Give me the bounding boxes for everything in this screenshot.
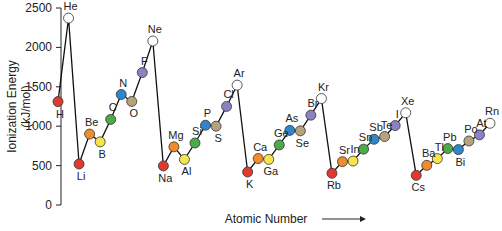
point-label: Be: [85, 116, 98, 128]
point-label: Ar: [234, 67, 245, 79]
point-label: Br: [307, 97, 318, 109]
point: [116, 90, 126, 100]
point-label: H: [56, 108, 64, 120]
y-axis: [61, 8, 62, 205]
point-label: Te: [381, 119, 393, 131]
point: [422, 160, 432, 170]
point: [158, 161, 168, 171]
point-label: Li: [77, 170, 86, 182]
point: [337, 157, 347, 167]
point: [222, 101, 232, 111]
point: [295, 126, 305, 136]
point-label: Ne: [148, 23, 162, 35]
point: [306, 110, 316, 120]
point-label: C: [109, 101, 117, 113]
y-tick: [56, 47, 61, 48]
point-label: B: [98, 148, 105, 160]
point-label: Pb: [443, 131, 456, 143]
point-label: He: [64, 0, 78, 12]
point: [53, 97, 63, 107]
point: [253, 154, 263, 164]
point-label: Rb: [327, 179, 341, 191]
point-label: Ca: [253, 141, 268, 153]
point: [106, 114, 116, 124]
point-label: At: [476, 117, 486, 129]
point: [401, 108, 411, 118]
point: [64, 13, 74, 23]
point: [179, 154, 189, 164]
point-label: Al: [182, 165, 192, 177]
point-label: Rn: [485, 105, 499, 117]
point: [74, 159, 84, 169]
point: [95, 137, 105, 147]
point: [243, 167, 253, 177]
point: [274, 140, 284, 150]
point: [453, 145, 463, 155]
point: [190, 138, 200, 148]
point-label: Mg: [168, 129, 183, 141]
point-label: Cs: [412, 181, 426, 193]
y-tick: [56, 205, 61, 206]
point-label: Cl: [223, 88, 233, 100]
point: [85, 129, 95, 139]
point-label: As: [285, 112, 298, 124]
y-axis-label-line: Ionization Energy: [5, 60, 19, 153]
y-tick: [56, 165, 61, 166]
y-tick: [56, 8, 61, 9]
x-arrow: [322, 219, 360, 220]
point-label: N: [119, 77, 127, 89]
point: [327, 168, 337, 178]
point: [348, 156, 358, 166]
point-label: P: [204, 107, 211, 119]
point-label: S: [214, 132, 221, 144]
point: [137, 68, 147, 78]
point-label: Xe: [401, 95, 414, 107]
point-label: Na: [158, 172, 173, 184]
y-tick-label: 2500: [25, 1, 52, 15]
plot-marks: [53, 13, 495, 180]
point: [359, 144, 369, 154]
point-label: Kr: [318, 81, 329, 93]
chart: 05001000150020002500Ionization Energy(kJ…: [0, 0, 502, 231]
y-tick-label: 0: [45, 198, 52, 212]
y-axis-label-line: (kJ/mol): [19, 85, 33, 128]
point: [201, 120, 211, 130]
point-label: I: [396, 108, 399, 120]
point-label: In: [350, 143, 359, 155]
y-axis-label: Ionization Energy(kJ/mol): [5, 60, 33, 153]
x-axis-label: Atomic Number: [225, 212, 308, 226]
y-tick-label: 2000: [25, 40, 52, 54]
y-tick: [56, 126, 61, 127]
point-label: K: [246, 178, 254, 190]
point-label: Se: [296, 137, 309, 149]
point-label: Si: [192, 125, 202, 137]
point-label: Ge: [274, 127, 289, 139]
point-label: O: [129, 107, 138, 119]
point-label: Ga: [263, 165, 279, 177]
point: [169, 142, 179, 152]
point: [148, 36, 158, 46]
point: [443, 144, 453, 154]
y-tick-label: 500: [32, 159, 52, 173]
point-label: Bi: [455, 156, 465, 168]
point: [464, 136, 474, 146]
point: [211, 121, 221, 131]
point-label: Sr: [339, 144, 350, 156]
x-arrow-head: [360, 216, 366, 222]
point: [411, 170, 421, 180]
line: [58, 18, 490, 175]
point: [264, 154, 274, 164]
point: [127, 96, 137, 106]
point-label: F: [141, 55, 148, 67]
